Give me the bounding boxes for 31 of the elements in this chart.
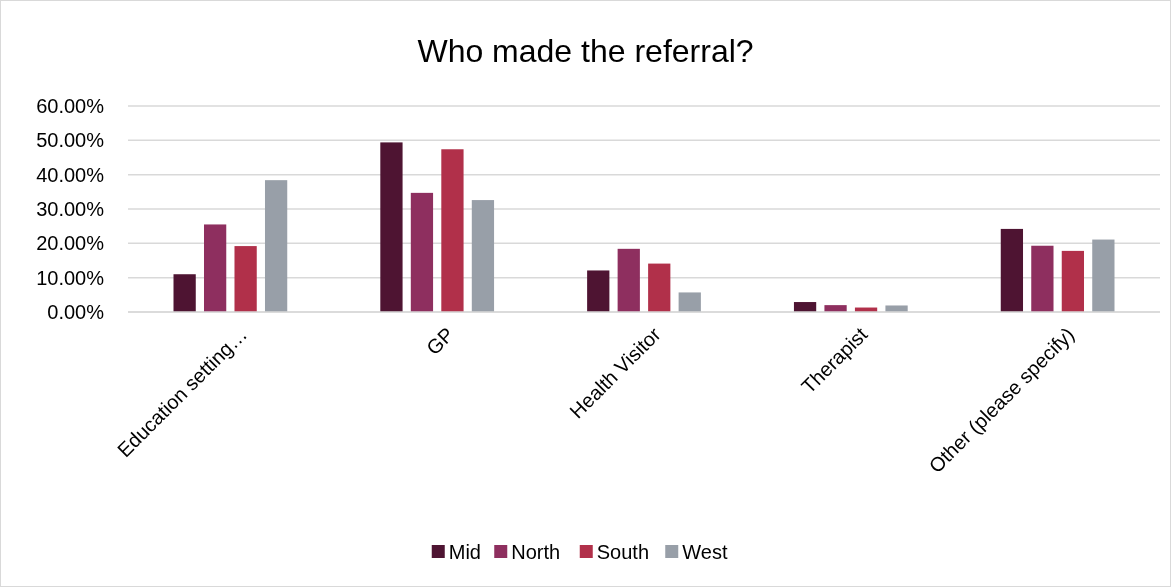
bar <box>678 292 701 312</box>
bar <box>173 274 196 312</box>
bar <box>885 305 908 312</box>
bar <box>203 224 227 312</box>
bar <box>1061 250 1084 312</box>
legend-label: South <box>596 541 650 563</box>
legend-label: West <box>682 541 728 563</box>
legend-label: Mid <box>448 541 481 563</box>
y-tick-label: 0.00% <box>47 301 105 323</box>
y-tick-label: 30.00% <box>36 198 105 220</box>
y-tick-label: 20.00% <box>36 232 105 255</box>
bar <box>1000 228 1024 312</box>
chart-title: Who made the referral? <box>417 33 754 69</box>
bar <box>617 248 640 312</box>
bar <box>441 149 464 312</box>
y-tick-label: 60.00% <box>36 95 105 117</box>
bar <box>471 200 495 312</box>
bar <box>380 142 403 312</box>
y-tick-label: 40.00% <box>36 163 105 186</box>
bar <box>587 270 610 312</box>
bar <box>648 263 671 312</box>
bar <box>1092 239 1115 312</box>
bar <box>264 180 288 312</box>
legend-label: North <box>511 541 561 563</box>
y-tick-label: 10.00% <box>36 266 105 289</box>
bar <box>824 305 847 312</box>
bar <box>234 246 257 312</box>
y-tick-label: 50.00% <box>36 129 105 152</box>
bar <box>410 192 434 312</box>
x-tick-label: GP <box>421 323 458 360</box>
bar <box>1031 245 1054 312</box>
